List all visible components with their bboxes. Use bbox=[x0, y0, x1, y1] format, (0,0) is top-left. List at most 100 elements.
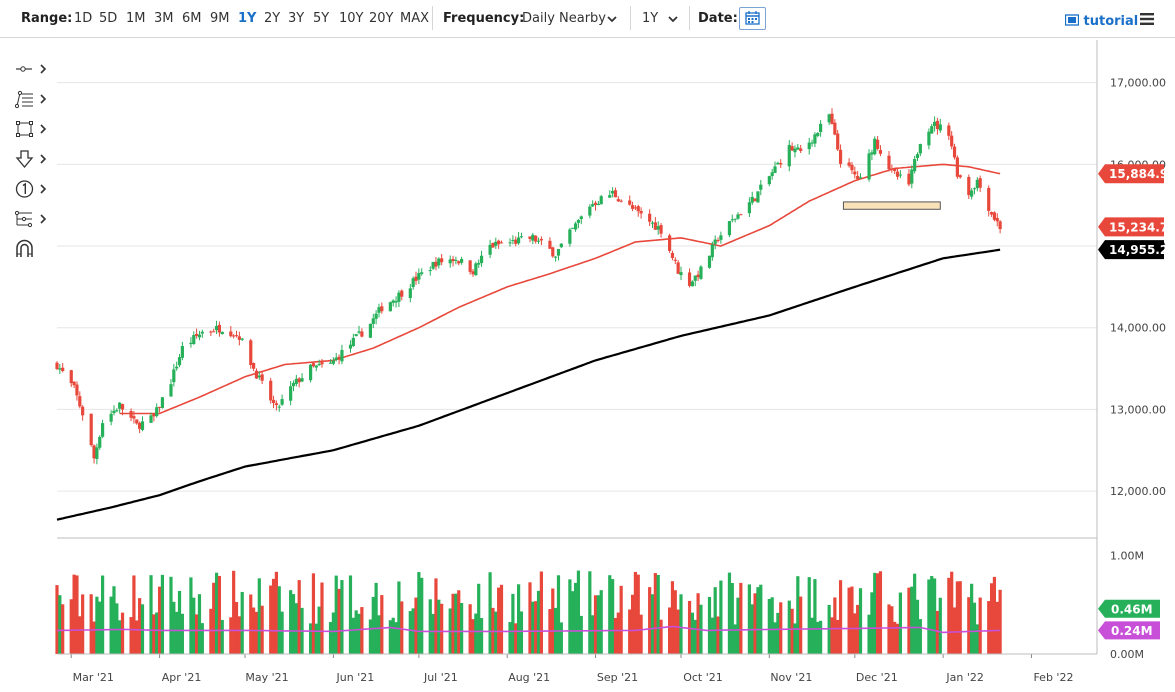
volume-bar bbox=[895, 623, 900, 654]
range-button-1d[interactable]: 1D bbox=[74, 11, 93, 26]
candle-body bbox=[371, 318, 375, 324]
volume-bar bbox=[135, 620, 139, 654]
volume-bar bbox=[967, 597, 971, 654]
candle-body bbox=[269, 380, 273, 401]
volume-bar bbox=[152, 614, 156, 654]
candle-body bbox=[830, 113, 834, 125]
candle-body bbox=[554, 256, 558, 258]
number-marker-button[interactable] bbox=[10, 177, 52, 201]
candle-body bbox=[890, 168, 894, 170]
range-button-6m[interactable]: 6M bbox=[182, 11, 202, 26]
volume-bar bbox=[388, 620, 392, 654]
tutorial-link[interactable]: tutorial bbox=[1064, 14, 1139, 29]
volume-bar bbox=[92, 621, 96, 654]
range-button-1y[interactable]: 1Y bbox=[238, 11, 257, 26]
range-button-1m[interactable]: 1M bbox=[126, 11, 146, 26]
volume-bar bbox=[539, 571, 543, 654]
candle-body bbox=[938, 124, 942, 131]
range-button-9m[interactable]: 9M bbox=[210, 11, 230, 26]
volume-bar bbox=[733, 624, 737, 654]
volume-bar bbox=[440, 603, 444, 654]
candle-body bbox=[89, 413, 93, 446]
volume-bar bbox=[100, 575, 105, 654]
range-button-3m[interactable]: 3M bbox=[154, 11, 174, 26]
magnet-button[interactable] bbox=[10, 237, 52, 261]
volume-bar bbox=[850, 586, 854, 654]
candle-body bbox=[249, 340, 253, 365]
candle-body bbox=[719, 235, 723, 240]
candle-body bbox=[200, 331, 204, 334]
range-button-10y[interactable]: 10Y bbox=[339, 11, 364, 26]
range-button-20y[interactable]: 20Y bbox=[369, 11, 394, 26]
volume-bar bbox=[952, 607, 957, 654]
price-tick-label: 13,000.00 bbox=[1110, 403, 1166, 416]
ma200-badge: 14,955.29 bbox=[1109, 243, 1175, 257]
candle-body bbox=[628, 200, 632, 205]
volume-bar bbox=[328, 622, 333, 654]
volume-bar bbox=[650, 594, 655, 654]
volume-bar bbox=[519, 611, 524, 654]
chevron-down-icon[interactable] bbox=[667, 13, 679, 25]
arrow-tool-button[interactable] bbox=[10, 147, 52, 171]
candle-body bbox=[479, 255, 484, 263]
volume-bar bbox=[693, 619, 697, 654]
candle-body bbox=[240, 338, 244, 340]
volume-bar bbox=[616, 612, 620, 654]
line-tool-icon bbox=[16, 64, 47, 74]
candle-body bbox=[420, 272, 424, 274]
range-button-3y[interactable]: 3Y bbox=[288, 11, 305, 26]
candle-body bbox=[337, 356, 341, 360]
volume-bar bbox=[998, 589, 1002, 654]
volume-bar bbox=[787, 600, 791, 654]
line-tool-button[interactable] bbox=[10, 57, 52, 81]
range-button-2y[interactable]: 2Y bbox=[264, 11, 281, 26]
volume-bar bbox=[670, 581, 675, 654]
candle-body bbox=[987, 187, 991, 211]
candle-body bbox=[810, 142, 814, 144]
volume-bar bbox=[360, 607, 364, 654]
volume-bar bbox=[987, 601, 991, 654]
candle-body bbox=[796, 147, 800, 150]
candle-body bbox=[351, 337, 355, 346]
period-dropdown[interactable]: 1Y bbox=[642, 11, 659, 26]
date-picker-button[interactable] bbox=[739, 7, 766, 30]
volume-tick-label: 0.00M bbox=[1110, 648, 1144, 661]
chevron-down-icon[interactable] bbox=[606, 13, 618, 25]
candle-body bbox=[616, 199, 620, 202]
candle-body bbox=[112, 410, 116, 414]
volume-bar bbox=[380, 595, 384, 654]
volume-bar bbox=[779, 602, 783, 654]
candle-body bbox=[653, 222, 657, 230]
candle-body bbox=[252, 362, 256, 369]
candle-body bbox=[118, 402, 122, 409]
candle-body bbox=[172, 369, 176, 383]
value-badges: 15,884.96 15,234.75 14,955.29 0.46M 0.24M bbox=[1098, 164, 1175, 640]
candle-body bbox=[431, 262, 435, 269]
candle-body bbox=[474, 263, 478, 276]
volume-bar bbox=[710, 617, 714, 654]
shape-tool-button[interactable] bbox=[10, 117, 52, 141]
frequency-dropdown[interactable]: Daily Nearby bbox=[522, 11, 607, 26]
candle-body bbox=[189, 342, 193, 345]
candle-body bbox=[140, 421, 145, 430]
volume-bar bbox=[138, 598, 142, 654]
candle-body bbox=[232, 335, 236, 337]
hamburger-menu-icon[interactable] bbox=[1140, 12, 1154, 26]
candle-body bbox=[514, 239, 518, 244]
candle-body bbox=[417, 273, 421, 280]
volume-bar bbox=[58, 595, 62, 654]
candle-body bbox=[668, 235, 672, 251]
ma200-path bbox=[56, 248, 1001, 521]
volume-badge: 0.46M bbox=[1111, 602, 1153, 616]
fibonacci-tool-button[interactable] bbox=[10, 87, 52, 111]
volume-bar bbox=[793, 623, 797, 654]
candle-body bbox=[374, 313, 378, 319]
tutorial-label: tutorial bbox=[1083, 14, 1139, 29]
range-button-max[interactable]: MAX bbox=[400, 11, 430, 26]
pattern-tool-button[interactable] bbox=[10, 207, 52, 231]
range-button-5d[interactable]: 5D bbox=[99, 11, 118, 26]
shape-tool-icon bbox=[16, 121, 47, 137]
range-button-5y[interactable]: 5Y bbox=[313, 11, 330, 26]
grid-lines bbox=[57, 82, 1097, 492]
